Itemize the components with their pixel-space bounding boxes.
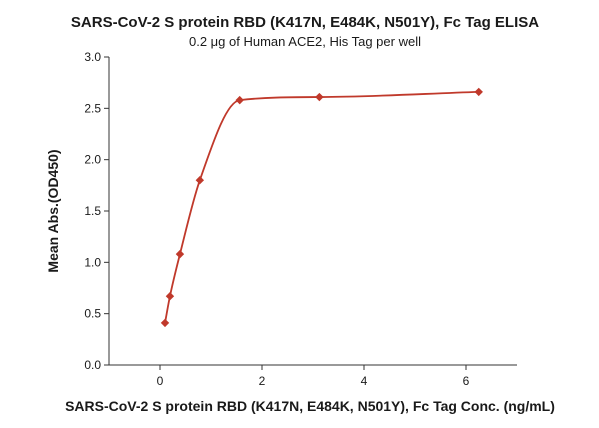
data-point — [175, 249, 185, 259]
x-ticks: 0 2 4 6 — [157, 365, 470, 388]
y-ticks: 0.0 0.5 1.0 1.5 2.0 2.5 3.0 — [84, 50, 109, 372]
y-axis-label: Mean Abs.(OD450) — [45, 149, 61, 272]
points-layer — [160, 87, 483, 328]
x-tick-label: 2 — [259, 374, 266, 388]
y-tick-label: 2.5 — [84, 101, 101, 115]
data-point — [165, 292, 175, 301]
data-point — [195, 176, 205, 185]
y-tick-label: 1.5 — [84, 204, 101, 218]
data-point — [474, 87, 483, 97]
x-tick-label: 4 — [361, 374, 368, 388]
y-tick-label: 0.0 — [84, 358, 101, 372]
data-point — [235, 95, 244, 105]
y-tick-label: 0.5 — [84, 307, 101, 321]
y-tick-label: 3.0 — [84, 50, 101, 64]
x-tick-label: 0 — [157, 374, 164, 388]
fit-layer — [164, 91, 479, 324]
data-point — [160, 318, 170, 328]
chart-title: SARS-CoV-2 S protein RBD (K417N, E484K, … — [71, 14, 539, 31]
fit-curve — [164, 91, 479, 324]
data-point — [315, 92, 324, 102]
y-tick-label: 1.0 — [84, 255, 101, 269]
axes — [108, 57, 517, 366]
x-axis-label: SARS-CoV-2 S protein RBD (K417N, E484K, … — [65, 398, 555, 414]
y-tick-label: 2.0 — [84, 153, 101, 167]
chart-subtitle: 0.2 μg of Human ACE2, His Tag per well — [189, 34, 421, 49]
x-tick-label: 6 — [463, 374, 470, 388]
